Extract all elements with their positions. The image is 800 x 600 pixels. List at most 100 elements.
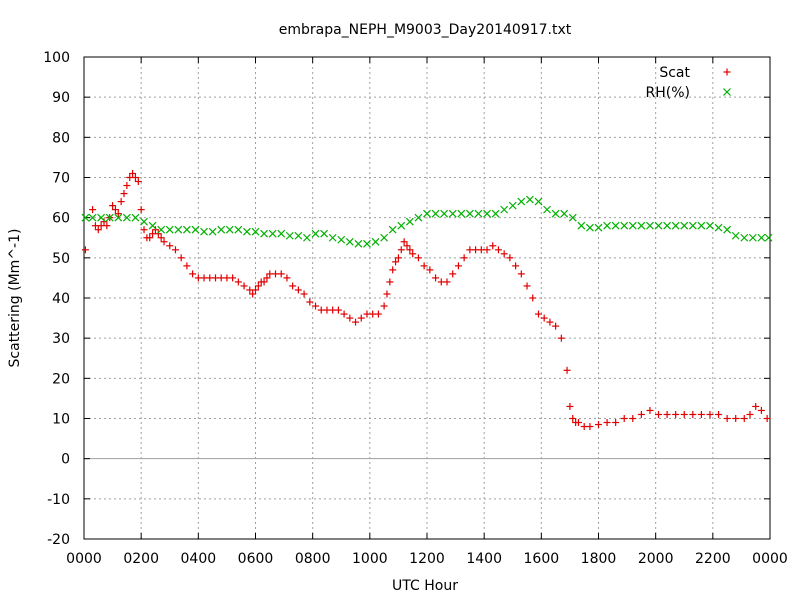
data-point [680,221,689,230]
y-tick-label: 20 [52,371,70,387]
data-point [403,242,411,250]
data-point [94,226,102,234]
data-point [165,225,174,234]
data-point [208,227,217,236]
data-point [120,190,128,198]
data-point [146,234,154,242]
data-point [171,246,179,254]
data-point [551,209,560,218]
data-point [394,254,402,262]
data-point [182,225,191,234]
data-point [603,419,611,427]
data-point [140,217,148,226]
y-tick-label: 0 [61,452,70,468]
x-axis-label: UTC Hour [392,578,458,594]
data-point [277,229,286,238]
data-point [154,230,162,238]
data-point [148,221,157,230]
data-point [123,182,131,190]
data-point [443,278,451,286]
data-point [431,209,440,218]
data-point [629,415,637,422]
x-tick-label: 1000 [352,551,388,567]
data-point [103,222,111,230]
x-tick-label: 2200 [695,551,731,567]
data-point [240,282,248,290]
data-point [748,233,757,242]
x-tick-label: 1600 [524,551,560,567]
data-point [251,227,260,236]
data-point [346,314,354,322]
data-point [603,221,611,230]
data-point [386,278,394,286]
data-point [345,237,354,246]
data-point [457,209,466,218]
data-point [663,410,671,418]
x-tick-label: 0600 [238,551,274,567]
data-point [586,223,594,232]
data-point [337,235,346,244]
data-point [189,270,197,278]
data-point [483,246,491,254]
data-point [300,290,308,298]
data-point [340,310,348,318]
data-point [81,246,89,254]
data-point [646,406,654,414]
data-point [426,266,434,274]
data-point [546,318,554,326]
x-tick-label: 0200 [123,551,159,567]
legend: Scat RH(%) [646,65,731,101]
data-point [328,233,337,242]
y-tick-label: 50 [52,251,70,267]
data-point [577,221,586,230]
data-point [465,209,474,218]
data-point [277,270,285,278]
data-point [612,419,620,427]
data-point [432,274,440,282]
data-point [97,213,106,222]
data-point [217,225,226,234]
data-point [109,202,117,210]
data-point [263,274,271,282]
data-point [697,221,706,230]
data-point [757,406,765,414]
y-tick-label: 40 [52,291,70,307]
x-tick-label: 2000 [638,551,674,567]
data-point [460,254,468,262]
y-tick-label: 70 [52,171,70,187]
grid [84,57,770,539]
data-point [303,233,311,242]
data-point [157,234,165,242]
x-tick-labels: 0000 0200 0400 0600 0800 1000 1200 1400 1600 1800… [66,551,788,567]
data-point [586,423,594,431]
data-point [563,366,571,374]
series-scat [81,169,771,431]
y-tick-label: 10 [52,412,70,428]
data-point [508,201,517,210]
data-point [500,250,508,258]
data-point [494,246,502,254]
data-point [655,410,663,418]
data-point [454,262,462,270]
data-point [517,270,525,278]
data-point [689,410,697,418]
data-point [243,227,251,236]
x-tick-label: 0000 [752,551,788,567]
data-point [557,334,565,342]
data-point [174,225,183,234]
data-point [740,233,749,242]
data-point [392,258,400,266]
data-point [723,415,731,422]
data-point [320,229,329,238]
data-point [105,213,114,222]
data-point [131,174,139,181]
data-point [252,286,259,294]
data-point [352,318,360,326]
data-point [506,254,514,262]
data-point [89,206,97,214]
data-point [117,198,125,206]
x-tick-label: 0000 [66,551,102,567]
x-tick-label: 1200 [409,551,445,567]
data-point [414,254,422,262]
y-tick-label: 90 [52,90,70,106]
